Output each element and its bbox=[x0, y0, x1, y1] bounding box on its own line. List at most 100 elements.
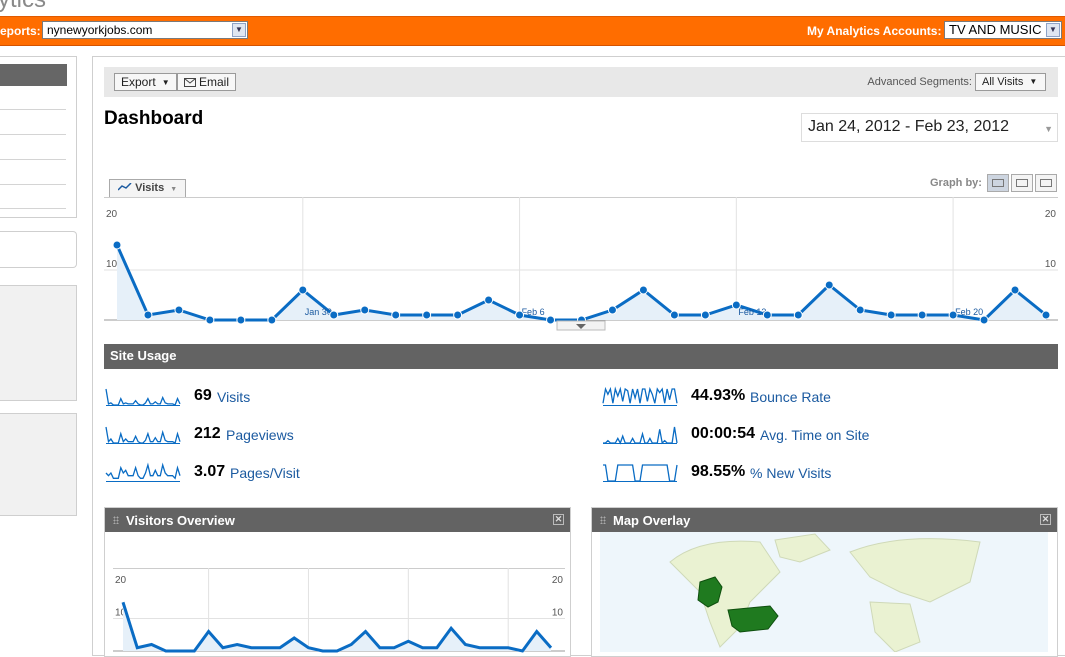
usage-metric-pageviews: 212 Pageviews bbox=[104, 423, 544, 445]
data-point bbox=[886, 310, 896, 320]
segment-select[interactable]: All Visits ▼ bbox=[975, 73, 1046, 91]
usage-value: 98.55% bbox=[691, 463, 746, 480]
usage-link[interactable]: % New Visits bbox=[750, 465, 832, 481]
sidebar-divider bbox=[0, 184, 66, 185]
chevron-down-icon[interactable]: ▼ bbox=[232, 23, 246, 37]
usage-link[interactable]: Bounce Rate bbox=[750, 389, 831, 405]
drag-handle-icon[interactable] bbox=[600, 516, 606, 524]
y-tick-label: 20 bbox=[106, 209, 118, 220]
visits-chart: 20 20 10 10 Jan 30 Feb 6 Feb 13 Feb 20 bbox=[104, 197, 1058, 331]
export-button[interactable]: Export ▼ bbox=[114, 73, 177, 91]
chevron-down-icon bbox=[576, 324, 586, 329]
usage-value: 3.07 bbox=[194, 463, 226, 480]
data-point bbox=[205, 315, 215, 325]
caret-down-icon: ▼ bbox=[1029, 77, 1038, 86]
date-range-picker[interactable]: Jan 24, 2012 - Feb 23, 2012 ▼ bbox=[801, 113, 1058, 142]
map-region-usa bbox=[727, 605, 779, 633]
usage-metric-visits: 69 Visits bbox=[104, 385, 544, 407]
visitors-overview-title: Visitors Overview bbox=[126, 513, 235, 528]
data-point bbox=[979, 315, 989, 325]
sparkline-icon bbox=[105, 462, 181, 482]
sidebar-divider bbox=[0, 109, 66, 110]
toolbar: Export ▼ Email Advanced Segments: All Vis… bbox=[104, 67, 1058, 97]
email-label: Email bbox=[199, 75, 230, 89]
usage-link[interactable]: Pageviews bbox=[226, 427, 294, 443]
map-overlay-panel: Map Overlay ✕ bbox=[591, 507, 1058, 657]
header-bar: eports: nynewyorkjobs.com ▼ My Analytics… bbox=[0, 16, 1065, 46]
close-icon[interactable]: ✕ bbox=[1040, 514, 1051, 525]
usage-link[interactable]: Avg. Time on Site bbox=[760, 427, 870, 443]
usage-metric-new-visits: 98.55%% New Visits bbox=[601, 461, 1041, 483]
sparkline-icon bbox=[602, 386, 678, 406]
sidebar-search-box[interactable] bbox=[0, 231, 77, 268]
graph-by-label: Graph by: bbox=[930, 177, 982, 189]
advanced-segments-label: Advanced Segments: bbox=[867, 76, 972, 88]
site-select[interactable]: nynewyorkjobs.com ▼ bbox=[42, 21, 248, 39]
week-icon bbox=[1016, 179, 1028, 187]
world-map[interactable] bbox=[600, 532, 1048, 652]
graph-by-day-button[interactable] bbox=[987, 174, 1009, 192]
data-point bbox=[1041, 310, 1051, 320]
x-date-label: Feb 6 bbox=[522, 307, 545, 317]
account-select-value: TV AND MUSIC bbox=[949, 22, 1042, 37]
sparkline-path bbox=[105, 388, 181, 406]
data-point bbox=[546, 315, 556, 325]
usage-link[interactable]: Pages/Visit bbox=[230, 465, 300, 481]
date-range-text: Jan 24, 2012 - Feb 23, 2012 bbox=[808, 118, 1010, 135]
data-point bbox=[174, 305, 184, 315]
usage-metric-pages-visit: 3.07 Pages/Visit bbox=[104, 461, 544, 483]
usage-link[interactable]: Visits bbox=[217, 389, 251, 405]
close-icon[interactable]: ✕ bbox=[553, 514, 564, 525]
graph-by-week-button[interactable] bbox=[1011, 174, 1033, 192]
y-tick-label: 10 bbox=[1045, 259, 1057, 270]
sidebar-header[interactable] bbox=[0, 64, 67, 86]
export-label: Export bbox=[121, 75, 156, 89]
caret-down-icon: ▼ bbox=[170, 186, 178, 193]
map-overlay-header[interactable]: Map Overlay ✕ bbox=[592, 508, 1057, 532]
sparkline-path bbox=[105, 426, 181, 444]
visitors-overview-panel: Visitors Overview ✕ 20 20 10 10 bbox=[104, 507, 571, 657]
data-point bbox=[824, 280, 834, 290]
data-point bbox=[143, 310, 153, 320]
x-date-label: Jan 30 bbox=[305, 307, 332, 317]
data-point bbox=[360, 305, 370, 315]
map-overlay-title: Map Overlay bbox=[613, 513, 691, 528]
sidebar-divider bbox=[0, 159, 66, 160]
day-icon bbox=[992, 179, 1004, 187]
sparkline-path bbox=[602, 386, 678, 404]
usage-metric-avg-time-on-site: 00:00:54 Avg. Time on Site bbox=[601, 423, 1041, 445]
segment-value: All Visits bbox=[982, 76, 1024, 88]
visitors-overview-header[interactable]: Visitors Overview ✕ bbox=[105, 508, 570, 532]
data-point bbox=[236, 315, 246, 325]
chevron-down-icon[interactable]: ▼ bbox=[1044, 124, 1053, 134]
y-tick-label: 10 bbox=[552, 608, 564, 619]
series-area bbox=[117, 245, 1046, 320]
data-point bbox=[638, 285, 648, 295]
y-tick-label: 20 bbox=[1045, 209, 1057, 220]
x-date-label: Feb 20 bbox=[955, 307, 983, 317]
map-land-eurasia bbox=[849, 538, 981, 603]
site-usage-header: Site Usage bbox=[104, 344, 1058, 369]
data-point bbox=[298, 285, 308, 295]
graph-by-month-button[interactable] bbox=[1035, 174, 1057, 192]
sidebar-divider bbox=[0, 134, 66, 135]
data-point bbox=[917, 310, 927, 320]
top-strip: ytics bbox=[0, 0, 1065, 16]
account-select[interactable]: TV AND MUSIC ▼ bbox=[944, 21, 1062, 39]
data-point bbox=[731, 300, 741, 310]
chevron-down-icon[interactable]: ▼ bbox=[1046, 23, 1060, 37]
drag-handle-icon[interactable] bbox=[113, 516, 119, 524]
data-point bbox=[607, 305, 617, 315]
metric-selector[interactable]: Visits ▼ bbox=[109, 179, 187, 197]
visitors-overview-chart: 20 20 10 10 bbox=[113, 568, 565, 653]
page-title: Dashboard bbox=[104, 108, 204, 129]
data-point bbox=[762, 310, 772, 320]
x-date-label: Feb 13 bbox=[738, 307, 766, 317]
y-tick-label: 20 bbox=[552, 575, 564, 586]
sparkline-icon bbox=[603, 426, 678, 445]
reports-label: eports: bbox=[0, 24, 41, 38]
email-button[interactable]: Email bbox=[177, 73, 237, 91]
sparkline-icon bbox=[105, 426, 181, 444]
brand-text: ytics bbox=[0, 0, 46, 14]
data-point bbox=[515, 310, 525, 320]
